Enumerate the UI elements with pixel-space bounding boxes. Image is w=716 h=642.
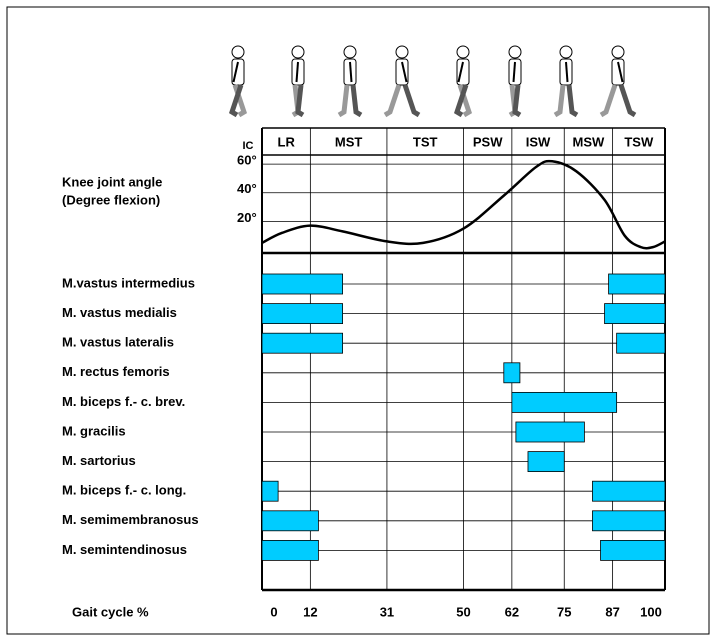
figure-leg bbox=[512, 84, 522, 118]
muscle-name: M. semimembranosus bbox=[62, 512, 199, 527]
activity-bar bbox=[261, 540, 319, 561]
figure-head bbox=[559, 45, 573, 59]
figure-head bbox=[231, 45, 245, 59]
phase-label: ISW bbox=[526, 134, 551, 149]
figure-head bbox=[508, 45, 522, 59]
walking-figure bbox=[228, 45, 248, 118]
walking-figure bbox=[291, 45, 305, 118]
figure-leg bbox=[295, 84, 305, 118]
figure-arm bbox=[617, 61, 624, 83]
muscle-name: M. vastus lateralis bbox=[62, 335, 174, 350]
activity-bar bbox=[515, 421, 585, 443]
phase-label: PSW bbox=[473, 134, 503, 149]
figure-head bbox=[456, 45, 470, 59]
walking-figures bbox=[228, 45, 637, 118]
figure-leg bbox=[618, 84, 637, 118]
muscle-name: M. rectus femoris bbox=[62, 364, 170, 379]
figure-leg bbox=[337, 84, 350, 118]
phase-label: TSW bbox=[624, 134, 654, 149]
figure-leg bbox=[402, 84, 421, 118]
activity-bar bbox=[608, 273, 666, 295]
walking-figure bbox=[453, 45, 473, 118]
phase-label: IC bbox=[243, 140, 254, 152]
frame bbox=[6, 6, 710, 635]
activity-bar bbox=[261, 480, 279, 502]
activity-bar bbox=[527, 451, 565, 473]
x-tick-label: 12 bbox=[303, 604, 317, 619]
x-tick-label: 0 bbox=[270, 604, 277, 619]
walking-figure bbox=[508, 45, 522, 118]
x-tick-label: 50 bbox=[456, 604, 470, 619]
figure-leg bbox=[553, 84, 566, 118]
activity-bar bbox=[604, 303, 666, 325]
activity-bar bbox=[511, 391, 618, 413]
x-tick-label: 87 bbox=[605, 604, 619, 619]
muscle-name: M. vastus medialis bbox=[62, 305, 177, 320]
activity-bar bbox=[261, 510, 319, 532]
phase-label: LR bbox=[278, 134, 296, 149]
x-tick-label: 100 bbox=[640, 604, 662, 619]
phase-label: MST bbox=[335, 134, 363, 149]
activity-bar bbox=[592, 510, 666, 532]
figure-head bbox=[343, 45, 357, 59]
knee-curve bbox=[261, 159, 666, 250]
phase-label: MSW bbox=[573, 134, 606, 149]
figure-arm bbox=[457, 61, 464, 83]
y-tick-label: 60° bbox=[237, 153, 257, 168]
activity-bar bbox=[616, 332, 666, 354]
y-tick-label: 20° bbox=[237, 210, 257, 225]
walking-figure bbox=[383, 45, 421, 118]
figure-arm bbox=[232, 61, 239, 83]
phase-label: TST bbox=[413, 134, 438, 149]
figure-leg bbox=[383, 84, 402, 118]
x-tick-label: 31 bbox=[380, 604, 394, 619]
muscle-name: M. biceps f.- c. brev. bbox=[62, 394, 185, 409]
activity-bar bbox=[261, 273, 343, 295]
figure-leg bbox=[566, 84, 579, 118]
figure-arm bbox=[512, 61, 516, 83]
activity-bar bbox=[261, 303, 343, 325]
muscle-name: M.vastus intermedius bbox=[62, 275, 195, 290]
figure-leg bbox=[599, 84, 618, 118]
figure-head bbox=[291, 45, 305, 59]
x-tick-label: 75 bbox=[557, 604, 571, 619]
muscle-name: M. semintendinosus bbox=[62, 542, 187, 557]
x-axis-label: Gait cycle % bbox=[72, 604, 149, 619]
y-axis-label: (Degree flexion) bbox=[62, 192, 160, 207]
figure-leg bbox=[350, 84, 363, 118]
activity-bar bbox=[592, 480, 666, 502]
activity-bar bbox=[600, 540, 666, 561]
activity-bar bbox=[261, 332, 343, 354]
muscle-name: M. biceps f.- c. long. bbox=[62, 483, 186, 498]
walking-figure bbox=[337, 45, 363, 118]
figure-arm bbox=[295, 61, 299, 83]
figure-arm bbox=[565, 61, 569, 83]
x-tick-label: 62 bbox=[505, 604, 519, 619]
walking-figure bbox=[553, 45, 579, 118]
y-axis-label: Knee joint angle bbox=[62, 174, 162, 189]
figure-arm bbox=[401, 61, 408, 83]
figure-head bbox=[395, 45, 409, 59]
figure-leg bbox=[228, 84, 244, 118]
figure-leg bbox=[453, 84, 469, 118]
activity-bar bbox=[503, 362, 521, 384]
figure-arm bbox=[349, 61, 353, 83]
walking-figure bbox=[599, 45, 637, 118]
muscle-name: M. gracilis bbox=[62, 423, 126, 438]
figure-head bbox=[611, 45, 625, 59]
muscle-name: M. sartorius bbox=[62, 453, 136, 468]
y-tick-label: 40° bbox=[237, 181, 257, 196]
